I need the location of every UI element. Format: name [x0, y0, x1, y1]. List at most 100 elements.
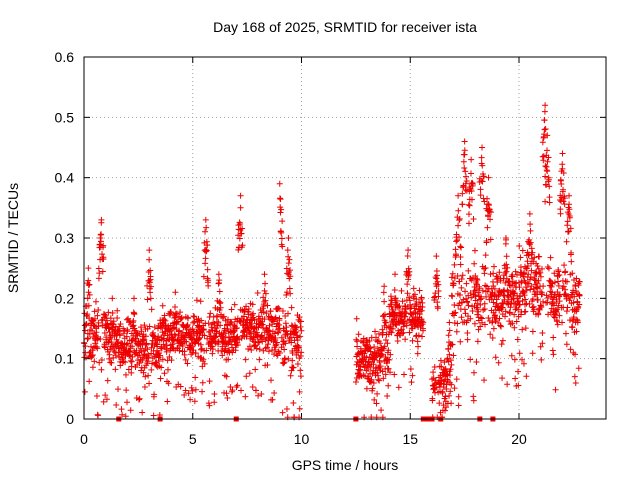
data-point [219, 314, 226, 321]
data-point [523, 373, 530, 380]
data-point [445, 332, 452, 339]
data-point [522, 325, 529, 332]
data-point [539, 329, 546, 336]
data-point [526, 301, 533, 308]
data-point [166, 353, 173, 360]
data-point [546, 183, 553, 190]
data-point [202, 216, 209, 223]
data-point [117, 320, 124, 327]
data-point [519, 326, 526, 333]
data-point [557, 210, 564, 217]
data-point [269, 396, 276, 403]
data-point [98, 231, 105, 238]
data-point [141, 364, 148, 371]
data-point [467, 315, 474, 322]
data-point [373, 400, 380, 407]
data-point [199, 379, 206, 386]
data-point [516, 301, 523, 308]
data-point [381, 283, 388, 290]
data-point [252, 366, 259, 373]
data-point [264, 361, 271, 368]
data-point [123, 333, 130, 340]
data-point [560, 186, 567, 193]
data-point [481, 321, 488, 328]
data-point [95, 307, 102, 314]
data-point [279, 409, 286, 416]
data-point [159, 302, 166, 309]
data-point [395, 384, 402, 391]
data-point [366, 338, 373, 345]
data-point [92, 298, 99, 305]
data-point [408, 304, 415, 311]
data-point [558, 181, 565, 188]
data-point [204, 242, 211, 249]
data-point [385, 365, 392, 372]
data-point [374, 369, 381, 376]
data-point [450, 352, 457, 359]
data-point [434, 305, 441, 312]
data-point [193, 297, 200, 304]
data-point [404, 281, 411, 288]
data-point [205, 320, 212, 327]
data-point [419, 303, 426, 310]
data-point [100, 242, 107, 249]
grid-lines [84, 57, 606, 419]
data-point [96, 241, 103, 248]
data-point [141, 383, 148, 390]
data-point [405, 265, 412, 272]
data-point [527, 227, 534, 234]
data-point [402, 313, 409, 320]
data-point [353, 315, 360, 322]
data-point [215, 319, 222, 326]
data-point [190, 319, 197, 326]
data-point [145, 354, 152, 361]
data-point [472, 297, 479, 304]
data-point [534, 262, 541, 269]
data-point [223, 390, 230, 397]
data-point [542, 162, 549, 169]
data-point [354, 343, 361, 350]
data-point [380, 289, 387, 296]
data-point [490, 299, 497, 306]
data-point [381, 311, 388, 318]
data-point [503, 253, 510, 260]
data-point [523, 287, 530, 294]
data-point [191, 398, 198, 405]
data-point [205, 277, 212, 284]
data-point [567, 346, 574, 353]
data-point [352, 378, 359, 385]
data-point [248, 346, 255, 353]
data-point [160, 341, 167, 348]
data-point [122, 371, 129, 378]
data-point [487, 209, 494, 216]
data-point [497, 322, 504, 329]
data-point [455, 402, 462, 409]
data-point [409, 337, 416, 344]
data-point [468, 156, 475, 163]
data-point [294, 337, 301, 344]
data-point [471, 247, 478, 254]
data-point [284, 331, 291, 338]
data-point [96, 359, 103, 366]
data-point [457, 243, 464, 250]
data-point [511, 311, 518, 318]
data-point [566, 317, 573, 324]
data-point [290, 400, 297, 407]
data-point [552, 386, 559, 393]
data-point [273, 339, 280, 346]
data-point [367, 363, 374, 370]
data-point [547, 309, 554, 316]
data-point [238, 387, 245, 394]
data-point [537, 269, 544, 276]
data-point [288, 339, 295, 346]
data-point [279, 243, 286, 250]
data-point [239, 225, 246, 232]
data-point [559, 319, 566, 326]
data-point [267, 308, 274, 315]
data-point [401, 308, 408, 315]
data-point [474, 311, 481, 318]
data-point [276, 180, 283, 187]
data-point [496, 269, 503, 276]
data-point [284, 289, 291, 296]
data-point [448, 400, 455, 407]
